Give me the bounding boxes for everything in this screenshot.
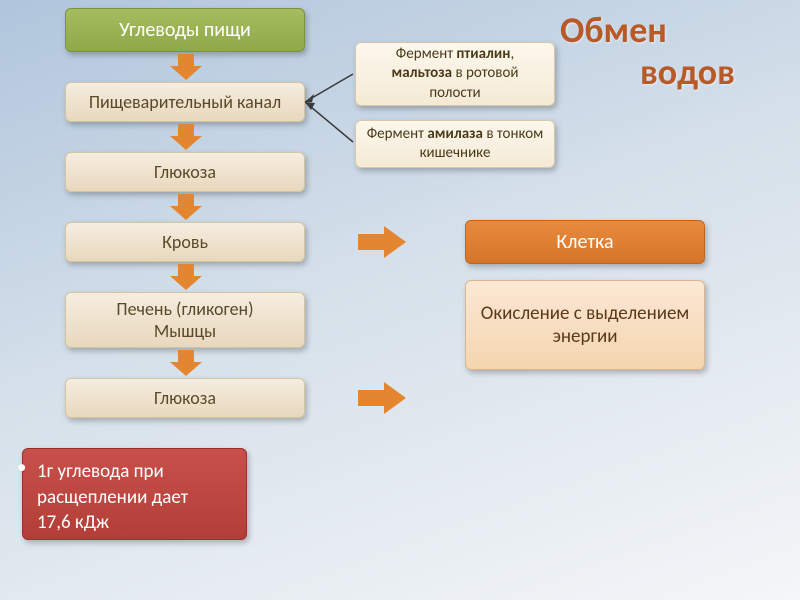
box-liver-line2: Мышцы bbox=[154, 320, 216, 343]
info-ptyalin: Фермент птиалин, мальтоза в ротовой поло… bbox=[355, 42, 555, 106]
box-oxidation-label: Окисление с выделением энергии bbox=[466, 302, 704, 348]
arrow-right-2 bbox=[358, 378, 406, 418]
arrow-right-1 bbox=[358, 222, 406, 262]
info-ptyalin-text: Фермент птиалин, мальтоза в ротовой поло… bbox=[366, 45, 544, 104]
note-line1: 1г углевода при bbox=[37, 459, 164, 485]
note-line2: расщеплении дает bbox=[37, 485, 188, 511]
box-glucose-2-label: Глюкоза bbox=[154, 387, 216, 409]
note-energy: • 1г углевода при расщеплении дает 17,6 … bbox=[22, 448, 247, 540]
box-glucose-1: Глюкоза bbox=[65, 152, 305, 192]
info-amylase-text: Фермент амилаза в тонком кишечнике bbox=[366, 125, 544, 164]
box-digestive: Пищеварительный канал bbox=[65, 82, 305, 122]
header-cell-label: Клетка bbox=[556, 230, 613, 254]
arrow-down-1 bbox=[166, 54, 206, 80]
note-line3: 17,6 кДж bbox=[37, 510, 109, 536]
arrow-down-2 bbox=[166, 124, 206, 150]
header-carbs-label: Углеводы пищи bbox=[119, 18, 251, 42]
box-liver-line1: Печень (гликоген) bbox=[116, 298, 253, 321]
box-oxidation: Окисление с выделением энергии bbox=[465, 280, 705, 370]
info-amylase: Фермент амилаза в тонком кишечнике bbox=[355, 120, 555, 168]
box-blood: Кровь bbox=[65, 222, 305, 262]
arrow-down-3 bbox=[166, 194, 206, 220]
bullet-icon: • bbox=[17, 455, 26, 481]
header-cell: Клетка bbox=[465, 220, 705, 264]
title-line1: Обмен bbox=[560, 8, 667, 52]
arrow-branch bbox=[305, 70, 355, 150]
box-glucose-2: Глюкоза bbox=[65, 378, 305, 418]
box-liver: Печень (гликоген) Мышцы bbox=[65, 292, 305, 348]
box-glucose-1-label: Глюкоза bbox=[154, 161, 216, 183]
title-line2: водов bbox=[640, 50, 735, 94]
arrow-down-4 bbox=[166, 264, 206, 290]
header-carbs: Углеводы пищи bbox=[65, 8, 305, 52]
box-blood-label: Кровь bbox=[162, 231, 208, 253]
arrow-down-5 bbox=[166, 350, 206, 376]
box-digestive-label: Пищеварительный канал bbox=[89, 91, 281, 113]
